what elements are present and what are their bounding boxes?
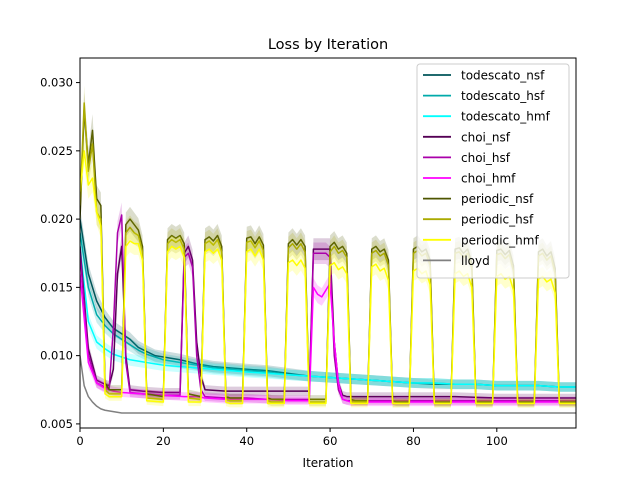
legend-label-todescato-hsf: todescato_hsf — [461, 89, 545, 103]
x-axis-label: Iteration — [303, 456, 354, 470]
legend-box — [416, 63, 570, 279]
x-tick-label: 100 — [486, 434, 508, 448]
legend-label-periodic-hsf: periodic_hsf — [461, 213, 534, 227]
legend: todescato_nsf todescato_hsf todescato_hmfc… — [416, 63, 570, 279]
y-tick-label: 0.020 — [40, 212, 73, 226]
x-axis: 0 20 40 60 80 100 — [76, 428, 508, 448]
legend-label-todescato-nsf: todescato_nsf — [461, 69, 545, 83]
y-tick-label: 0.015 — [40, 280, 73, 294]
y-tick-label: 0.025 — [40, 144, 73, 158]
series-choi-hmf-band — [80, 263, 576, 407]
chart-title: Loss by Iteration — [268, 37, 388, 53]
plot-area — [80, 85, 576, 414]
y-tick-label: 0.030 — [40, 76, 73, 90]
x-tick-label: 80 — [406, 434, 421, 448]
series-periodic-hmf-line — [80, 150, 576, 405]
x-tick-label: 60 — [323, 434, 338, 448]
legend-label-choi-hsf: choi_hsf — [461, 151, 511, 165]
legend-label-periodic-nsf: periodic_nsf — [461, 192, 534, 206]
x-tick-label: 40 — [239, 434, 254, 448]
x-tick-label: 0 — [76, 434, 83, 448]
y-axis: 0.005 0.010 0.015 0.020 0.025 0.030 — [40, 76, 80, 431]
legend-label-choi-nsf: choi_nsf — [461, 130, 511, 144]
axes-frame — [79, 57, 577, 429]
x-tick-label: 20 — [156, 434, 171, 448]
legend-label-choi-hmf: choi_hmf — [461, 172, 516, 186]
series-lloyd-line — [80, 355, 576, 414]
y-tick-label: 0.010 — [40, 349, 73, 363]
y-tick-label: 0.005 — [40, 417, 73, 431]
legend-label-periodic-hmf: periodic_hmf — [461, 233, 539, 247]
legend-label-todescato-hmf: todescato_hmf — [461, 110, 551, 124]
legend-label-lloyd: lloyd — [461, 254, 490, 268]
